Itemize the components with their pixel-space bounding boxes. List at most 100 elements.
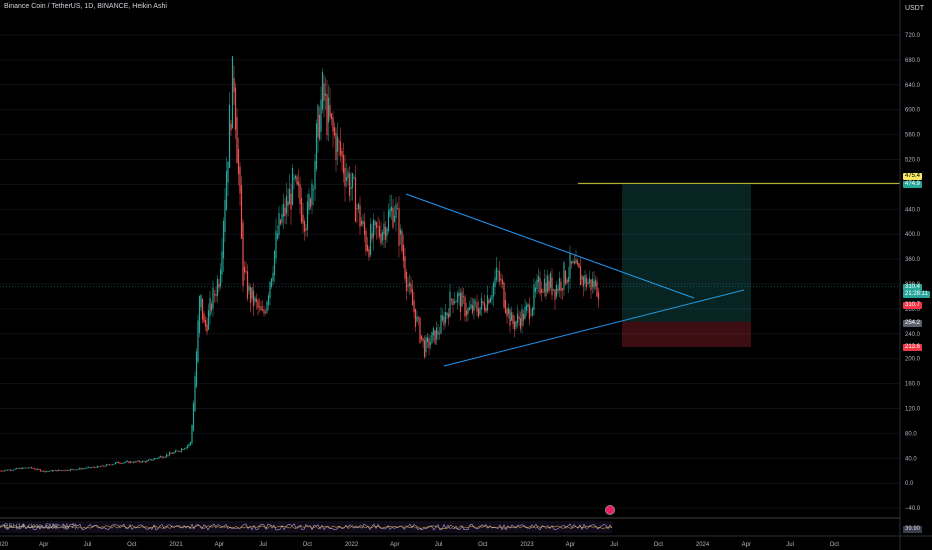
candle-body xyxy=(245,270,247,272)
candle-body xyxy=(498,271,501,282)
chart-title: Binance Coin / TetherUS, 1D, BINANCE, He… xyxy=(4,3,167,10)
candle-body xyxy=(114,462,117,465)
candle-body xyxy=(6,469,9,471)
candle-body xyxy=(585,277,588,288)
candle-body xyxy=(353,177,355,179)
candle-body xyxy=(233,77,235,92)
candle-body xyxy=(107,464,109,465)
candle-body xyxy=(95,467,97,468)
long-position-stop-zone xyxy=(622,321,751,348)
candle-body xyxy=(306,201,309,230)
candle-body xyxy=(128,461,130,464)
candle-body xyxy=(365,230,367,251)
candle-body xyxy=(281,214,283,223)
candle-body xyxy=(384,226,387,240)
rsi-indicator-label[interactable]: RSI (14, close, SMA, 14, 2) xyxy=(4,524,77,530)
candle-body xyxy=(495,267,498,281)
chart-grid xyxy=(0,34,900,509)
candle-body xyxy=(521,309,523,326)
candle-body xyxy=(111,464,114,466)
candle-body xyxy=(543,278,546,293)
candle-body xyxy=(587,282,589,285)
candle-body xyxy=(161,456,163,458)
candle-body xyxy=(333,127,336,136)
candle-body xyxy=(209,298,211,317)
candle-body xyxy=(99,466,102,468)
price-tick-label: 160.0 xyxy=(905,382,921,388)
candle-body xyxy=(143,461,145,462)
candle-body xyxy=(20,468,22,470)
candle-body xyxy=(423,340,426,358)
candle-body xyxy=(98,466,100,468)
candle-body xyxy=(165,454,168,457)
candle-body xyxy=(119,462,121,464)
time-axis: 2020 Apr Jul Oct 2021 Apr Jul Oct 2022 Apr Jul Oct 2… xyxy=(0,535,932,548)
candle-body xyxy=(579,266,582,286)
candle-body xyxy=(393,216,396,222)
candle-body xyxy=(0,470,1,472)
candle-body xyxy=(195,351,198,387)
candle-body xyxy=(596,281,598,297)
candle-body xyxy=(570,261,573,264)
candle-body xyxy=(419,317,421,343)
heikin-ashi-candles xyxy=(0,56,600,473)
candle-body xyxy=(350,187,352,190)
candle-body xyxy=(197,320,199,362)
candle-body xyxy=(480,298,483,310)
price-tick-label: 720.0 xyxy=(905,33,921,39)
candle-body xyxy=(357,203,360,209)
candle-body xyxy=(183,448,186,450)
candle-body xyxy=(201,298,204,320)
candle-body xyxy=(320,99,322,132)
candle-body xyxy=(332,117,334,132)
candle-body xyxy=(42,470,45,472)
candle-body xyxy=(539,277,541,294)
candle-body xyxy=(371,233,373,240)
candle-body xyxy=(494,277,496,288)
candle-body xyxy=(342,154,345,174)
candle-body xyxy=(329,105,331,117)
candle-body xyxy=(434,330,436,344)
time-tick-label: Jul xyxy=(610,542,618,548)
candle-body xyxy=(597,292,600,300)
candle-body xyxy=(296,176,298,185)
time-tick-label: Apr xyxy=(215,542,224,548)
candle-body xyxy=(392,207,394,228)
candle-body xyxy=(303,220,306,232)
chart-overlays xyxy=(0,182,900,367)
candle-body xyxy=(110,464,112,466)
candle-body xyxy=(542,291,544,293)
candle-body xyxy=(150,459,153,461)
candle-body xyxy=(389,208,391,217)
candle-body xyxy=(482,301,484,304)
candle-body xyxy=(582,277,585,287)
candle-body xyxy=(189,441,192,445)
candle-body xyxy=(545,282,547,297)
price-tick-label: 120.0 xyxy=(905,407,921,413)
candle-body xyxy=(387,210,390,231)
candle-body xyxy=(101,465,103,467)
candle-body xyxy=(335,132,337,160)
candle-body xyxy=(92,466,94,468)
candle-body xyxy=(284,207,286,217)
candle-body xyxy=(420,335,423,340)
candle-body xyxy=(300,198,303,223)
candle-body xyxy=(500,278,502,281)
candle-body xyxy=(327,97,330,123)
candle-body xyxy=(9,469,12,471)
candle-body xyxy=(105,464,108,467)
candle-body xyxy=(132,462,135,464)
candle-body xyxy=(51,470,54,472)
candle-body xyxy=(155,458,157,460)
candle-body xyxy=(5,469,7,471)
candle-body xyxy=(293,177,295,180)
candle-body xyxy=(369,223,372,255)
candle-body xyxy=(395,204,397,218)
candle-body xyxy=(432,328,435,336)
candle-body xyxy=(408,282,411,287)
candle-body xyxy=(435,327,438,340)
event-flag-icon[interactable] xyxy=(605,505,615,515)
time-tick-label: Jul xyxy=(84,542,92,548)
candle-body xyxy=(410,283,412,292)
